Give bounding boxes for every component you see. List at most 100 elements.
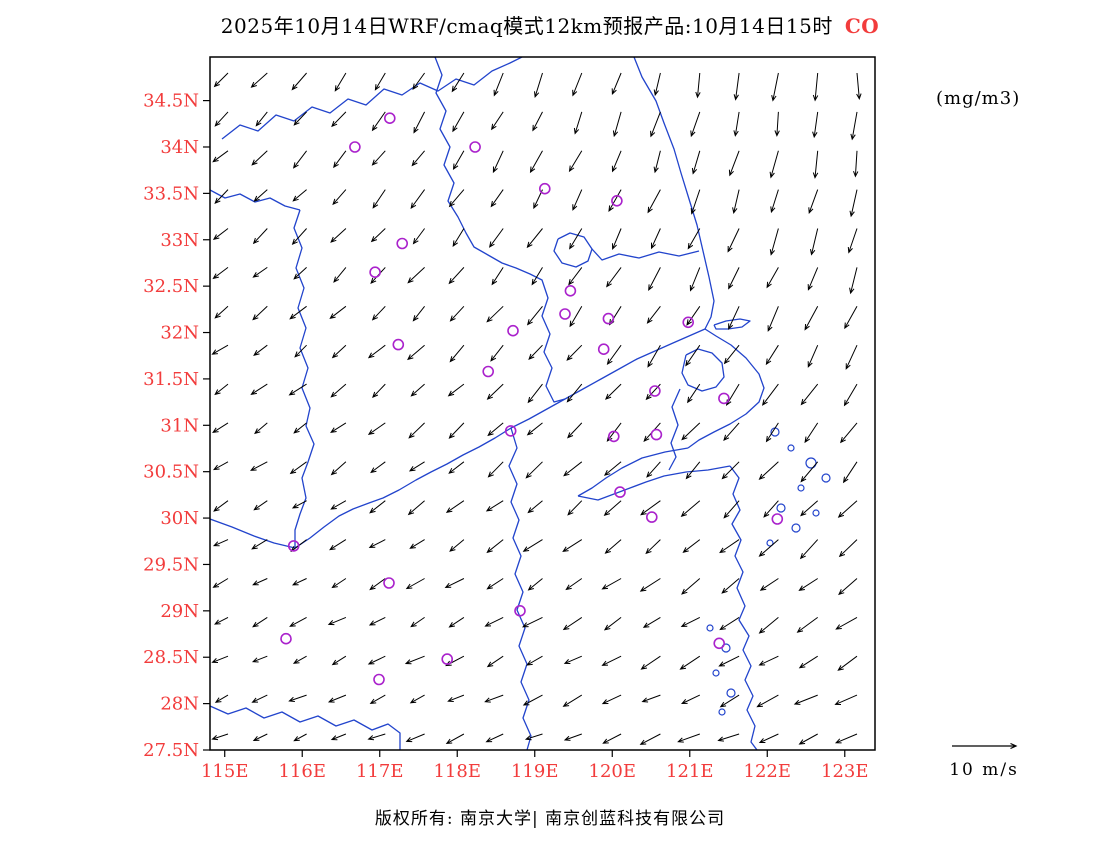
- wind-arrow: [405, 733, 425, 743]
- wind-arrow: [251, 539, 268, 550]
- wind-arrow: [681, 422, 701, 441]
- wind-arrow: [765, 344, 779, 366]
- map-boundary-line: [508, 427, 532, 750]
- wind-arrow: [568, 150, 583, 173]
- wind-arrow: [687, 228, 701, 250]
- wind-arrow: [723, 500, 740, 519]
- wind-arrow: [521, 616, 543, 628]
- station-marker: [349, 141, 361, 153]
- wind-arrow: [758, 617, 779, 634]
- wind-arrow: [812, 72, 819, 102]
- wind-arrow: [651, 228, 661, 250]
- wind-arrow: [448, 267, 465, 285]
- wind-arrow: [370, 228, 386, 243]
- wind-arrow: [717, 733, 740, 742]
- station-marker: [649, 385, 661, 397]
- wind-arrow: [251, 694, 268, 703]
- wind-arrow: [612, 111, 622, 138]
- wind-arrow: [526, 305, 543, 326]
- wind-arrow: [212, 150, 229, 163]
- wind-arrow: [407, 267, 425, 284]
- wind-arrow: [721, 578, 740, 594]
- wind-arrow: [798, 655, 818, 669]
- wind-scale-arrow-icon: [952, 742, 1018, 750]
- map-boundary-line: [591, 248, 700, 261]
- map-boundary-line: [687, 328, 765, 449]
- wind-arrow: [293, 733, 307, 742]
- wind-arrow: [410, 383, 425, 397]
- station-marker: [645, 511, 658, 523]
- wind-arrow: [374, 72, 386, 91]
- wind-arrow: [611, 72, 622, 96]
- wind-arrow: [527, 500, 543, 514]
- wind-arrow: [369, 578, 386, 591]
- wind-arrow: [413, 111, 426, 134]
- station-marker: [718, 392, 730, 405]
- island-outline: [766, 539, 774, 547]
- wind-arrow: [367, 655, 386, 665]
- wind-arrow: [733, 111, 740, 137]
- wind-arrow: [646, 305, 661, 324]
- wind-arrow: [650, 111, 661, 138]
- wind-arrow: [695, 72, 701, 99]
- wind-arrow: [250, 72, 268, 88]
- wind-arrow: [648, 267, 661, 291]
- wind-arrow: [798, 578, 818, 591]
- wind-arrow: [410, 616, 425, 628]
- wind-arrow: [758, 461, 779, 480]
- wind-arrow: [334, 72, 347, 92]
- wind-arrow: [847, 228, 858, 254]
- lon-tick-label: 120E: [589, 761, 637, 782]
- island-outline: [797, 484, 805, 492]
- wind-arrow: [527, 578, 543, 591]
- wind-arrow: [844, 306, 858, 330]
- species-label: CO: [844, 14, 880, 38]
- wind-arrow: [250, 461, 268, 471]
- wind-arrow: [252, 733, 268, 742]
- lat-tick-label: 34.5N: [143, 91, 199, 112]
- station-marker: [482, 365, 495, 378]
- wind-arrow: [528, 344, 543, 360]
- wind-arrow: [605, 383, 622, 400]
- wind-arrow: [484, 694, 504, 703]
- wind-arrow: [640, 655, 661, 670]
- wind-arrow: [774, 111, 780, 137]
- station-marker: [559, 308, 571, 320]
- wind-arrow: [569, 228, 583, 250]
- wind-arrow: [331, 344, 347, 359]
- wind-arrow: [288, 694, 307, 702]
- map-boundary-line: [210, 189, 301, 211]
- lat-tick-label: 32N: [160, 323, 199, 344]
- wind-arrow: [486, 655, 504, 668]
- wind-arrow: [331, 578, 347, 589]
- wind-arrow: [255, 111, 268, 127]
- wind-arrow: [293, 111, 307, 126]
- wind-arrow: [252, 578, 268, 586]
- station-marker: [564, 285, 577, 297]
- lon-tick-label: 117E: [356, 761, 404, 782]
- map-boundary-line: [729, 465, 758, 750]
- lat-tick-label: 27.5N: [143, 740, 199, 761]
- wind-arrow: [840, 422, 858, 444]
- wind-arrow: [409, 694, 425, 704]
- wind-arrow: [490, 344, 504, 362]
- lat-tick-label: 30.5N: [143, 462, 199, 483]
- wind-arrow: [214, 694, 229, 703]
- station-marker: [373, 673, 385, 686]
- wind-arrow: [601, 694, 622, 705]
- lon-tick-label: 116E: [278, 761, 326, 782]
- lon-tick-label: 119E: [511, 761, 559, 782]
- wind-arrow: [367, 344, 386, 359]
- wind-arrow: [212, 228, 229, 241]
- wind-arrow: [793, 694, 818, 705]
- wind-arrow: [563, 733, 582, 741]
- wind-arrow: [332, 189, 347, 206]
- wind-arrow: [604, 539, 622, 554]
- wind-arrow: [723, 422, 740, 442]
- wind-arrow: [721, 461, 740, 480]
- wind-arrow: [486, 305, 504, 323]
- wind-arrow: [212, 578, 229, 588]
- wind-arrow: [253, 189, 268, 202]
- station-marker: [441, 653, 453, 665]
- wind-arrow: [763, 500, 779, 518]
